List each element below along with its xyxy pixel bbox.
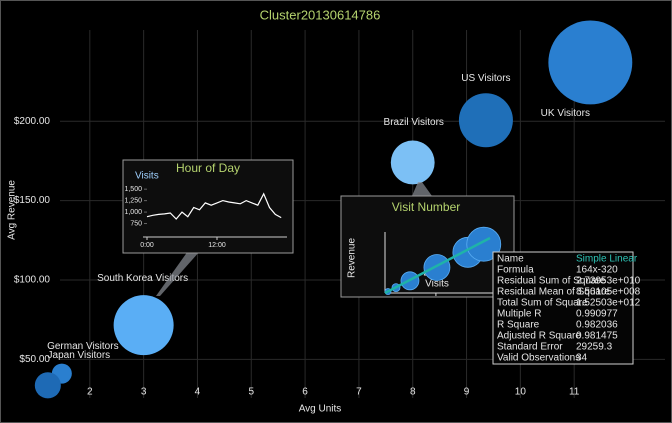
y-tick-label: $150.00 — [14, 195, 51, 206]
point — [423, 254, 451, 281]
x-axis-label: Avg Units — [299, 404, 342, 415]
y-tick-label: 1,500 — [124, 186, 142, 193]
x-tick-label: 3 — [141, 387, 147, 398]
row-value: 29259.3 — [576, 342, 613, 353]
bubble — [113, 295, 174, 356]
point — [466, 226, 502, 262]
x-tick-label: 0:00 — [140, 242, 154, 249]
row-label: Residual Mean of Square — [497, 287, 610, 298]
row-value: 8.56105e+008 — [576, 287, 641, 298]
bubble-label: Japan Visitors — [48, 350, 111, 361]
table-box — [492, 251, 634, 365]
x-tick-label: 10 — [515, 387, 527, 398]
row-value: 164x-320 — [576, 265, 618, 276]
y-tick-label: $100.00 — [14, 275, 51, 286]
panel-title: Visit Number — [392, 200, 460, 214]
bubble — [390, 140, 435, 185]
pointer — [156, 251, 200, 296]
row-value: 0.982036 — [576, 320, 618, 331]
main-plot: 2 3 4 5 6 7 8 9 10 11$50.00$100.00$150.00$200.00U… — [14, 20, 665, 399]
x-axis-label: Visits — [425, 279, 449, 290]
trend-line — [384, 236, 491, 295]
y-axis-label: Avg Revenue — [7, 180, 18, 240]
row-label: Valid Observations — [497, 353, 580, 364]
row-label: R Square — [497, 320, 540, 331]
bubble — [548, 20, 633, 105]
x-tick-label: 12:00 — [208, 242, 226, 249]
row-value: 0.990977 — [576, 309, 618, 320]
line — [146, 192, 282, 220]
x-tick-label: 7 — [356, 387, 362, 398]
row-value: Simple Linear — [576, 254, 638, 265]
y-tick-label: 750 — [130, 220, 142, 227]
row-label: Name — [497, 254, 524, 265]
x-tick-label: 4 — [195, 387, 201, 398]
bubble-label: US Visitors — [461, 73, 510, 84]
x-tick-label: 5 — [248, 387, 254, 398]
row-label: Total Sum of Square — [497, 298, 588, 309]
row-label: Formula — [497, 265, 534, 276]
hour-of-day-panel: Hour of Day Visits 750 1,000 1,250 1,500 0:0… — [122, 159, 294, 254]
row-value: 34 — [576, 353, 588, 364]
bubble — [458, 93, 513, 148]
y-tick-label: $50.00 — [19, 354, 50, 365]
pointer — [412, 182, 432, 196]
bubble-label: South Korea Visitors — [97, 273, 188, 284]
row-value: 2.73953e+010 — [576, 276, 641, 287]
y-tick-label: 1,250 — [124, 197, 142, 204]
x-tick-label: 11 — [569, 387, 580, 398]
panel-title: Hour of Day — [176, 161, 240, 175]
row-label: Residual Sum of Square — [497, 276, 606, 287]
y-tick-label: $200.00 — [14, 116, 51, 127]
chart-title: Cluster20130614786 — [260, 7, 381, 22]
visit-number-panel: Visit Number Revenue Visits 2,500 — [340, 195, 515, 298]
row-label: Adjusted R Square — [497, 331, 581, 342]
bubble-label: UK Visitors — [541, 108, 590, 119]
row-value: 1.52503e+012 — [576, 298, 641, 309]
row-value: 0.981475 — [576, 331, 618, 342]
bubble-label: Brazil Visitors — [384, 117, 444, 128]
bubble-label: German Visitors — [47, 341, 119, 352]
y-axis-label: Visits — [135, 171, 159, 182]
x-tick-label: 6 — [302, 387, 308, 398]
x-tick-label: 9 — [464, 387, 470, 398]
x-tick-label: 8 — [410, 387, 416, 398]
y-axis-label: Revenue — [347, 238, 358, 278]
y-tick-label: 1,000 — [124, 209, 142, 216]
x-tick-label: 2 — [87, 387, 93, 398]
row-label: Multiple R — [497, 309, 541, 320]
bubble — [34, 372, 61, 399]
row-label: Standard Error — [497, 342, 563, 353]
